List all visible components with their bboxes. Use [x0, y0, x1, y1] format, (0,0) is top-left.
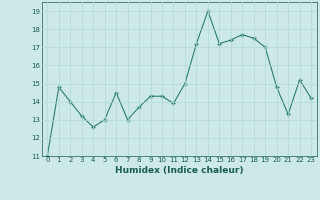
X-axis label: Humidex (Indice chaleur): Humidex (Indice chaleur) — [115, 166, 244, 175]
